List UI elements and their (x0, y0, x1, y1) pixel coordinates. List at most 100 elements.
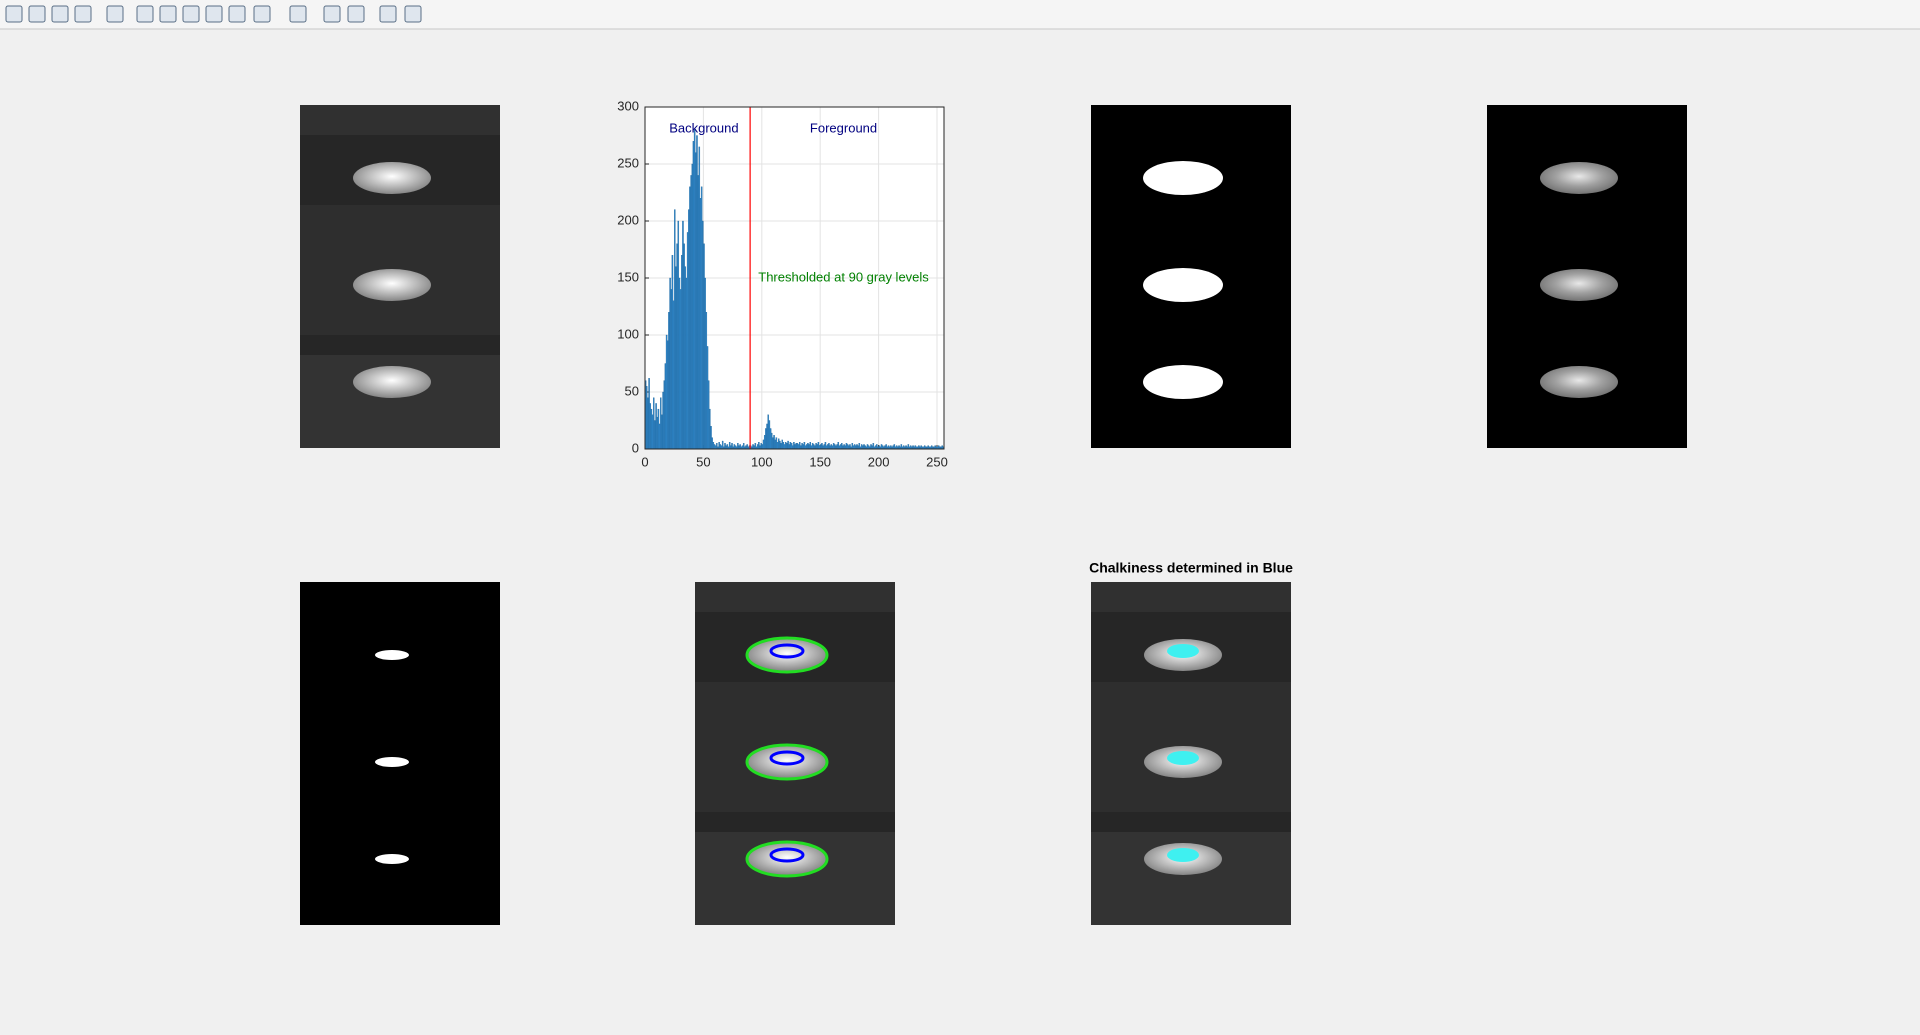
bar (720, 445, 723, 450)
bar (770, 432, 773, 450)
bar (885, 444, 887, 450)
bar (681, 255, 683, 450)
bar (862, 445, 864, 450)
grain-mask (1143, 268, 1223, 302)
toolbar-button[interactable] (379, 5, 397, 23)
bar (667, 340, 669, 450)
bar (782, 442, 785, 450)
chalk-region (1167, 751, 1199, 765)
bar (707, 380, 710, 450)
bar (895, 445, 898, 450)
bar (852, 445, 855, 450)
bar (822, 445, 824, 450)
bar (848, 445, 850, 450)
bar (815, 443, 817, 450)
bar (880, 444, 883, 450)
bar (892, 445, 894, 450)
bar (766, 423, 768, 450)
bar (827, 444, 829, 450)
bar (864, 445, 866, 450)
bar (830, 444, 833, 450)
bar (773, 435, 775, 450)
bar (646, 386, 648, 450)
x-tick-label: 100 (751, 454, 773, 469)
bar (902, 445, 905, 450)
bar (698, 146, 701, 450)
toolbar-button[interactable] (106, 5, 124, 23)
grain-contour (745, 840, 829, 878)
bar (836, 444, 838, 450)
toolbar-button[interactable] (5, 5, 23, 23)
grain (748, 639, 826, 671)
bar (648, 378, 650, 450)
bar (734, 445, 737, 450)
toolbar-button[interactable] (51, 5, 69, 23)
x-tick-label: 150 (809, 454, 831, 469)
toolbar-button[interactable] (159, 5, 177, 23)
grain-mask (1143, 161, 1223, 195)
y-tick-label: 300 (617, 98, 639, 113)
bar (712, 442, 715, 450)
bar (931, 445, 933, 450)
bar (703, 243, 705, 450)
toolbar-button[interactable] (347, 5, 365, 23)
bar (745, 445, 747, 450)
bar (660, 397, 662, 450)
bar (695, 152, 697, 450)
annotation: Background (669, 120, 738, 135)
bar (767, 414, 769, 450)
bar (653, 397, 655, 450)
bar (671, 255, 674, 450)
grain-contour (745, 743, 829, 781)
chalk-mask (375, 854, 409, 864)
grain (1540, 269, 1618, 301)
bar (807, 443, 809, 450)
bar (718, 442, 720, 450)
bar (754, 443, 757, 450)
x-tick-label: 250 (926, 454, 948, 469)
bar (696, 135, 698, 450)
bar (779, 440, 781, 450)
bar (849, 444, 851, 450)
toolbar-button[interactable] (182, 5, 200, 23)
bar (710, 426, 712, 450)
bar (741, 445, 744, 450)
grain (353, 269, 431, 301)
toolbar-button[interactable] (323, 5, 341, 23)
toolbar-button[interactable] (404, 5, 422, 23)
bar (697, 175, 699, 450)
bar (817, 442, 820, 450)
toolbar-button[interactable] (205, 5, 223, 23)
chalk-contour (769, 750, 805, 766)
y-tick-label: 50 (625, 383, 639, 398)
toolbar-button[interactable] (228, 5, 246, 23)
bar (881, 445, 884, 450)
bar (844, 445, 847, 450)
bar (898, 445, 900, 450)
bar (677, 220, 680, 450)
y-tick-label: 250 (617, 155, 639, 170)
bar (675, 266, 677, 450)
toolbar-button[interactable] (289, 5, 307, 23)
bar (758, 442, 760, 450)
bar (790, 443, 793, 450)
toolbar-button[interactable] (28, 5, 46, 23)
bar (803, 442, 806, 450)
bar (846, 444, 849, 450)
bar (874, 445, 877, 450)
bar (780, 443, 782, 450)
bar (835, 445, 837, 450)
bar (866, 444, 869, 450)
bar (738, 445, 740, 450)
bar (813, 444, 815, 450)
toolbar-button[interactable] (136, 5, 154, 23)
bar (760, 443, 762, 450)
bar (786, 443, 788, 450)
bar (914, 445, 917, 450)
bar (775, 437, 778, 450)
grain (353, 366, 431, 398)
toolbar-button[interactable] (74, 5, 92, 23)
bar (787, 440, 789, 450)
bar (900, 444, 903, 450)
toolbar-button[interactable] (253, 5, 271, 23)
